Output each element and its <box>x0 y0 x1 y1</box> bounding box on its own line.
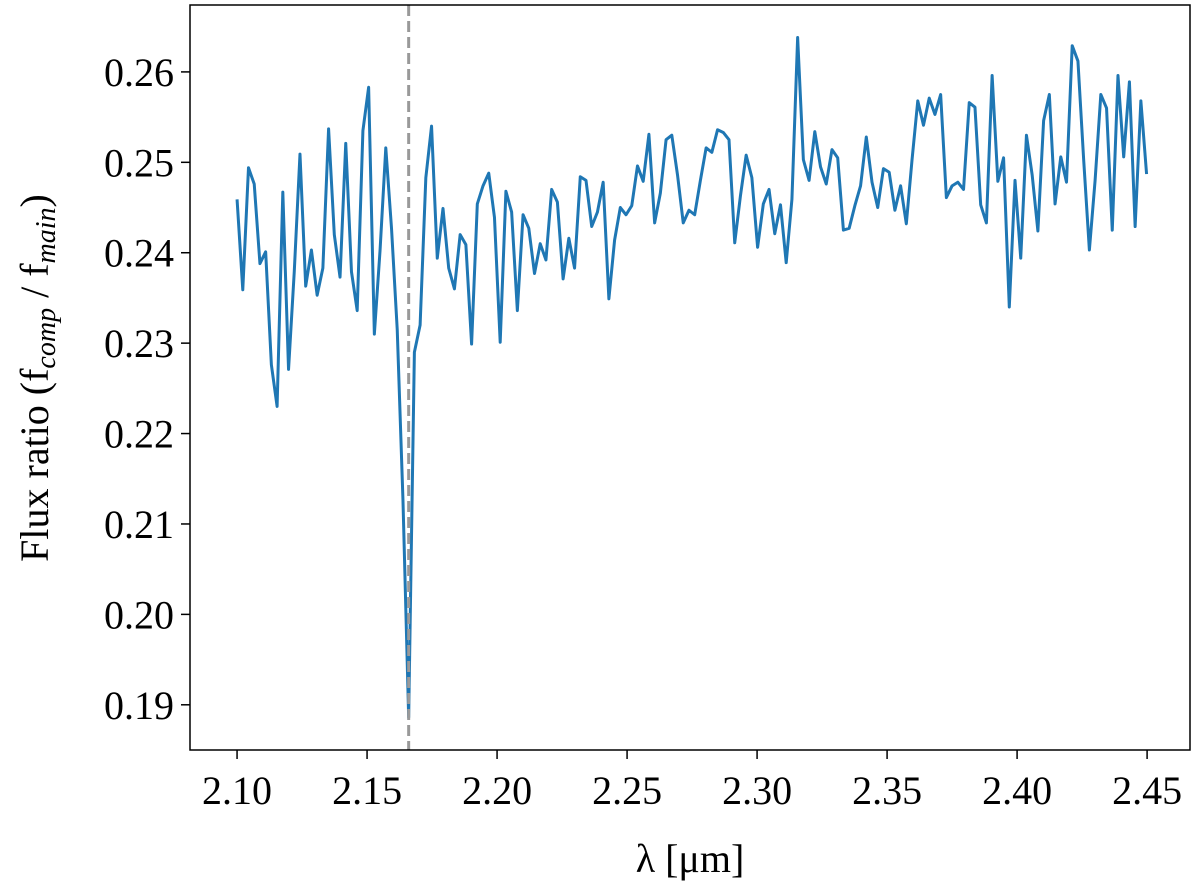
y-axis-label-part: Flux ratio (f <box>12 368 57 562</box>
y-axis-label-subscript: main <box>31 207 62 263</box>
y-tick-label: 0.25 <box>104 140 174 185</box>
x-tick-label: 2.25 <box>592 768 662 813</box>
x-tick-label: 2.35 <box>852 768 922 813</box>
y-axis-label-part: / f <box>12 263 57 308</box>
y-tick-label: 0.20 <box>104 592 174 637</box>
y-tick-label: 0.22 <box>104 412 174 457</box>
y-tick-label: 0.21 <box>104 502 174 547</box>
x-axis-label: λ [μm] <box>636 836 745 881</box>
y-tick-label: 0.24 <box>104 231 174 276</box>
y-axis-label: Flux ratio (fcomp / fmain) <box>12 194 62 562</box>
y-axis-label-subscript: comp <box>31 308 62 369</box>
x-tick-label: 2.45 <box>1112 768 1182 813</box>
y-axis-label-part: ) <box>12 194 57 207</box>
x-tick-label: 2.15 <box>332 768 402 813</box>
x-tick-label: 2.20 <box>462 768 532 813</box>
y-tick-label: 0.23 <box>104 321 174 366</box>
data-line <box>235 36 1149 719</box>
x-tick-label: 2.10 <box>202 768 272 813</box>
x-tick-label: 2.30 <box>722 768 792 813</box>
y-tick-label: 0.19 <box>104 683 174 728</box>
y-tick-label: 0.26 <box>104 50 174 95</box>
x-tick-label: 2.40 <box>982 768 1052 813</box>
plot-frame <box>189 4 1191 751</box>
